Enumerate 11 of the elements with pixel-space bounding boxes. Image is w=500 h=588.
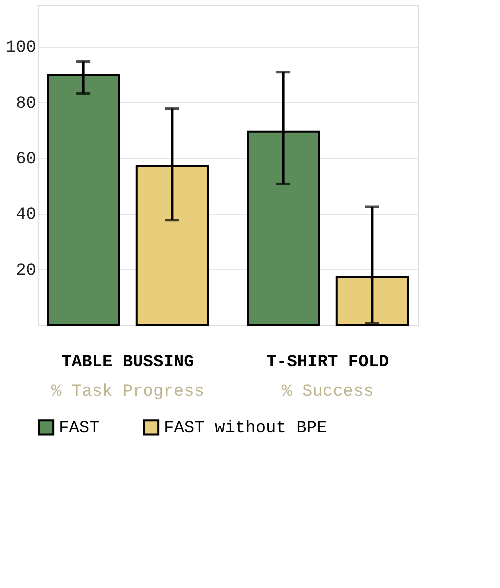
y-tick-label: 60 (16, 150, 36, 170)
x-tick-label: TABLE BUSSING (62, 354, 194, 372)
x-tick-label: T-SHIRT FOLD (266, 354, 390, 372)
legend-label: FAST (59, 420, 100, 439)
y-tick-label: 40 (16, 206, 36, 226)
legend-label: FAST without BPE (164, 420, 328, 439)
y-tick-label: 80 (16, 94, 36, 114)
y-tick-label: 100 (6, 39, 36, 58)
text: % Task Progress (51, 383, 205, 402)
y-tick-label: 20 (16, 262, 36, 281)
text: % Success (282, 383, 374, 402)
